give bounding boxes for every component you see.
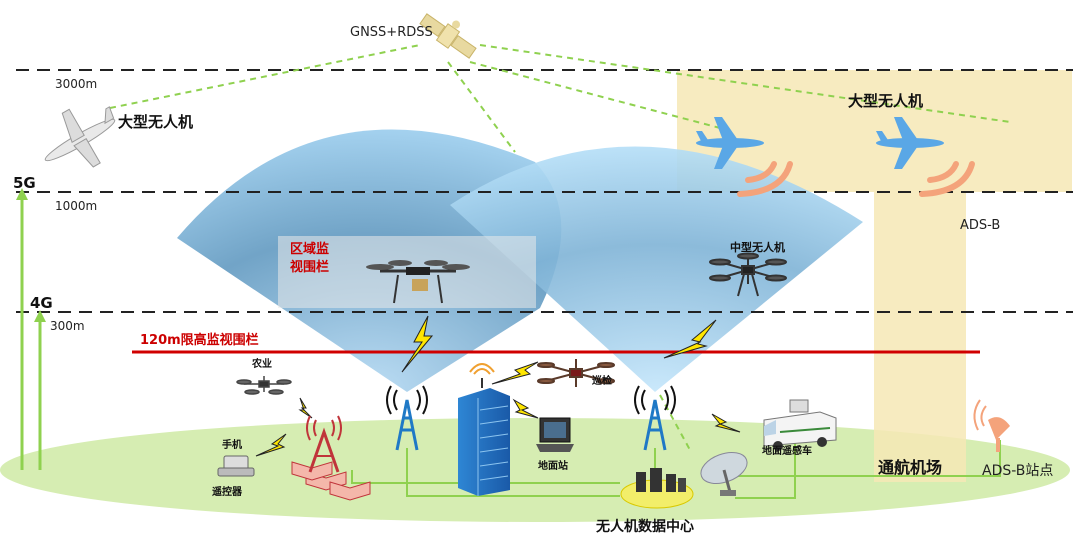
laptop-icon (536, 417, 574, 452)
airport-band-vertical (874, 192, 966, 482)
altitude-3000-label: 3000m (55, 77, 98, 91)
hexacopter-icon (709, 252, 787, 297)
4g-label: 4G (30, 294, 53, 312)
height-fence-label: 120m限高监视围栏 (140, 333, 259, 348)
patrol-drone-icon (537, 359, 615, 387)
4g-arrow-head (34, 310, 46, 322)
ads-b-site-label: ADS-B站点 (982, 463, 1054, 479)
server-icon (620, 468, 694, 509)
remote-sensing-vehicle-label: 地面遥感车 (762, 446, 812, 457)
ground-station-label: 地面站 (538, 461, 568, 472)
signal-tower-icon (634, 385, 676, 451)
signal-tower-icon (386, 385, 428, 451)
medium-uav-label: 中型无人机 (730, 241, 785, 254)
ads-b-antenna-icon (973, 399, 1010, 452)
cell-tower-icon (291, 415, 371, 501)
agriculture-drone-icon (236, 376, 292, 395)
5g-label: 5G (13, 174, 36, 192)
data-center-label: 无人机数据中心 (596, 519, 694, 535)
general-airport-label: 通航机场 (878, 458, 943, 477)
satellite-icon (419, 13, 477, 59)
agriculture-label: 农业 (252, 359, 272, 370)
phone-label: 手机 (222, 440, 242, 451)
patrol-label: 巡检 (592, 376, 612, 387)
van-icon (763, 399, 837, 451)
satellite-links (109, 44, 1011, 451)
ads-b-label: ADS-B (960, 218, 1001, 233)
altitude-1000-label: 1000m (55, 199, 98, 213)
large-uav-left-label: 大型无人机 (118, 113, 194, 131)
zone-fence-label-1: 区域监 (290, 242, 330, 257)
building-icon (458, 363, 510, 496)
ground-area (0, 418, 1070, 522)
signal-arcs-icon (737, 161, 975, 197)
fixed-wing-uav-icon (44, 106, 116, 168)
altitude-300-label: 300m (50, 319, 85, 333)
5g-arrow-head (16, 188, 28, 200)
quadcopter-icon (366, 260, 470, 304)
phone-icon (217, 455, 255, 477)
monitoring-cone-right (450, 146, 863, 392)
large-uav-right-label: 大型无人机 (848, 92, 924, 110)
dish-icon (700, 451, 748, 496)
airliner-icon (696, 117, 764, 169)
zone-fence-label-2: 视围栏 (290, 260, 330, 275)
remote-controller-label: 遥控器 (212, 487, 242, 498)
satellite-label: GNSS+RDSS (350, 25, 433, 40)
airliner-icon (876, 117, 944, 169)
lightning-icon (255, 315, 741, 457)
